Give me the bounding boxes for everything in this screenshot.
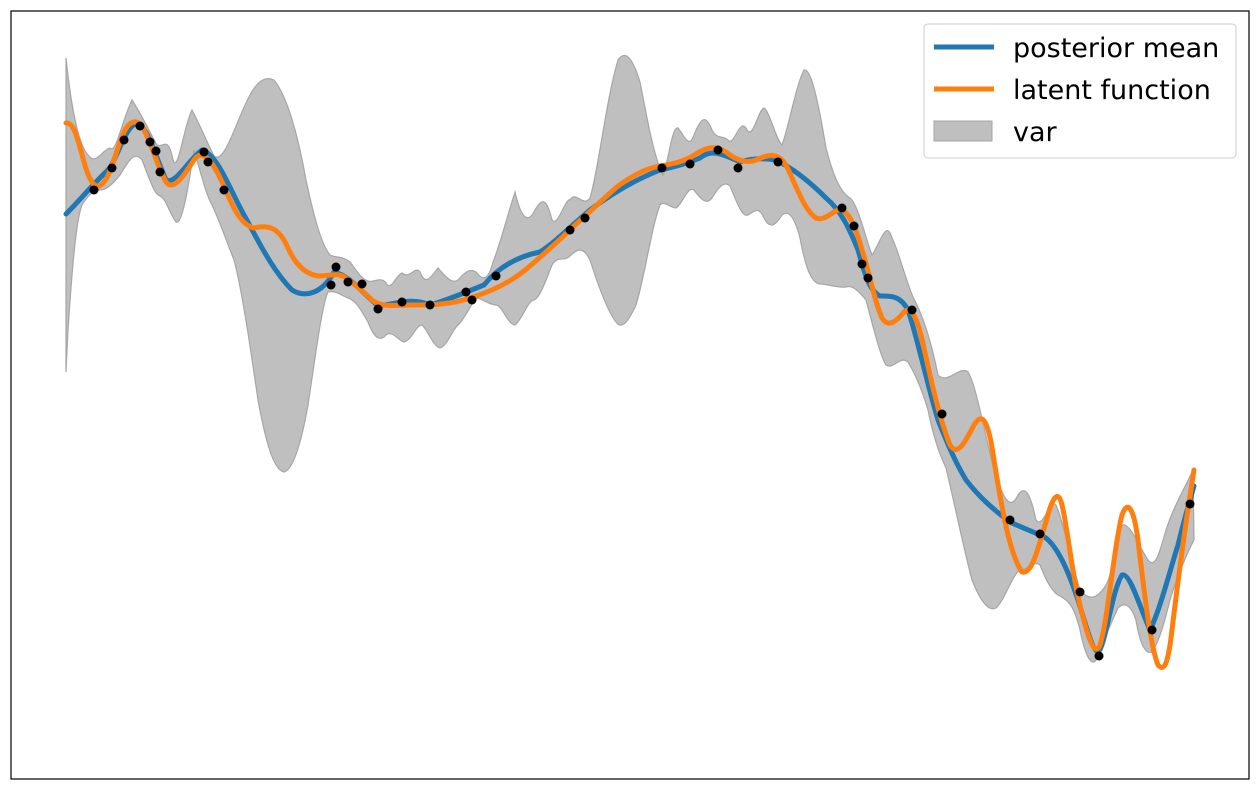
data-point <box>849 221 859 231</box>
data-point <box>151 146 161 156</box>
data-point <box>135 121 145 131</box>
data-point <box>89 185 99 195</box>
data-point <box>219 185 229 195</box>
data-point <box>657 163 667 173</box>
data-point <box>326 280 336 290</box>
data-point <box>107 163 117 173</box>
data-point <box>1075 587 1085 597</box>
data-point <box>733 163 743 173</box>
data-point <box>773 157 783 167</box>
data-point <box>343 277 353 287</box>
data-point <box>837 203 847 213</box>
data-point <box>565 225 575 235</box>
plot-frame <box>10 10 1250 780</box>
data-point <box>1005 515 1015 525</box>
data-point <box>713 145 723 155</box>
data-point <box>425 300 435 310</box>
legend-label-var: var <box>1013 117 1058 148</box>
data-point <box>1147 625 1157 635</box>
data-point <box>155 167 165 177</box>
data-point <box>937 409 947 419</box>
data-point <box>199 147 209 157</box>
data-point <box>907 305 917 315</box>
data-point <box>467 295 477 305</box>
data-point <box>119 135 129 145</box>
data-point <box>1185 499 1195 509</box>
data-point <box>397 297 407 307</box>
data-point <box>857 259 867 269</box>
data-point <box>357 279 367 289</box>
data-point <box>1094 651 1104 661</box>
data-point <box>580 213 590 223</box>
data-point <box>1035 529 1045 539</box>
legend: posterior mean latent function var <box>923 23 1237 159</box>
legend-box <box>923 23 1237 159</box>
data-point <box>863 273 873 283</box>
data-point <box>491 271 501 281</box>
data-point <box>145 137 155 147</box>
legend-label-latent-function: latent function <box>1013 75 1211 106</box>
observed-data-points <box>89 121 1195 661</box>
data-point <box>685 159 695 169</box>
legend-label-posterior-mean: posterior mean <box>1013 33 1219 64</box>
legend-swatch-var <box>933 120 993 142</box>
data-point <box>461 287 471 297</box>
data-point <box>203 157 213 167</box>
data-point <box>331 262 341 272</box>
data-point <box>373 304 383 314</box>
